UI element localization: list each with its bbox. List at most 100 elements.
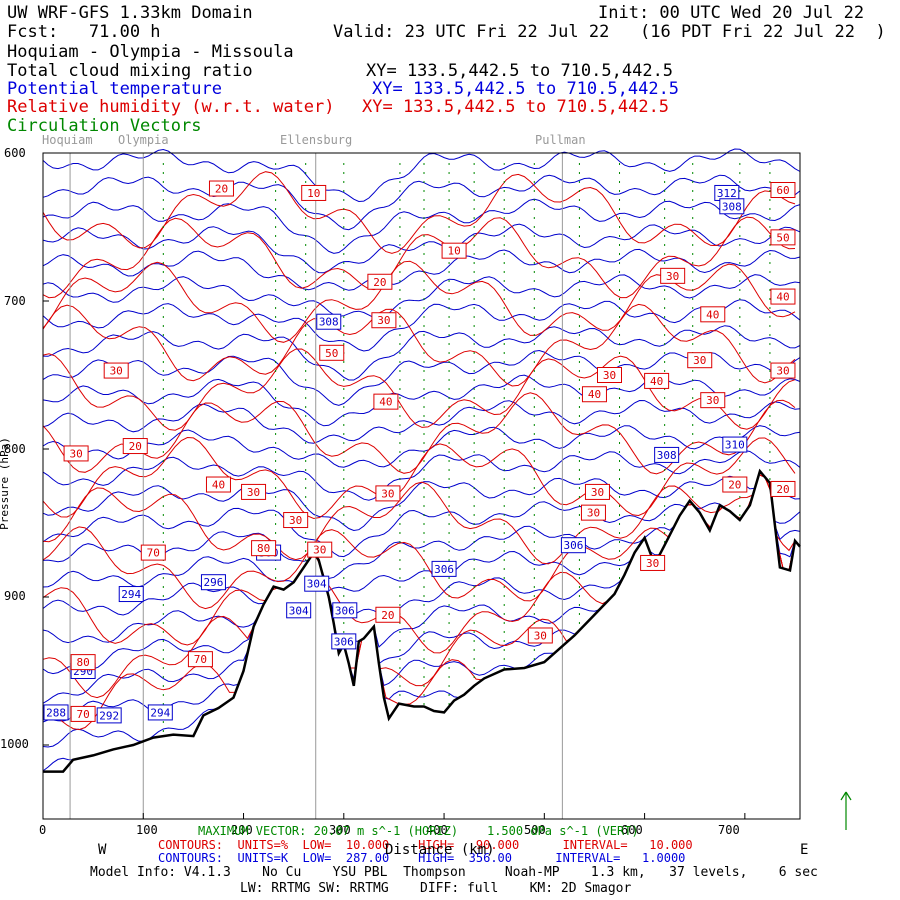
theta-contour-14 xyxy=(42,470,801,558)
rh-label-35: 30 xyxy=(776,365,789,378)
theta-contour-17 xyxy=(42,470,801,619)
rh-label-15: 30 xyxy=(666,270,679,283)
theta-contour-2 xyxy=(42,198,801,254)
x-tick-500: 500 xyxy=(524,823,546,837)
theta-contour-1 xyxy=(42,174,801,231)
rh-label-24-box xyxy=(307,541,333,558)
rh-label-16: 30 xyxy=(706,394,719,407)
rh-label-22-box xyxy=(205,476,231,493)
theta-label-10-box xyxy=(331,633,357,650)
rh-contour-3 xyxy=(42,303,796,387)
theta-label-0: 288 xyxy=(46,706,66,719)
theta-label-11: 306 xyxy=(434,563,454,576)
x-tick-100: 100 xyxy=(136,823,158,837)
rh-label-21-box xyxy=(283,512,309,529)
rh-label-31-box xyxy=(640,554,666,571)
model-info-physics: LW: RRTMG SW: RRTMG DIFF: full KM: 2D Sm… xyxy=(240,881,632,896)
rh-label-6: 30 xyxy=(110,365,123,378)
theta-label-9-box xyxy=(332,602,358,619)
rh-label-10-box xyxy=(596,367,622,383)
rh-label-19-box xyxy=(584,483,610,500)
theta-label-7-box xyxy=(286,602,312,619)
rh-label-6-box xyxy=(103,362,129,379)
rh-label-30: 80 xyxy=(76,656,89,669)
rh-label-16-box xyxy=(700,392,726,409)
theta-contour-8 xyxy=(42,349,801,406)
rh-contour-0 xyxy=(42,171,796,254)
rh-label-3-box xyxy=(367,273,393,290)
forecast-hour: Fcst: 71.00 h xyxy=(7,22,161,42)
theta-label-16: 312 xyxy=(717,187,737,200)
y-tick-600: 600 xyxy=(4,146,26,160)
rh-label-11-box xyxy=(581,386,607,403)
rh-label-20: 30 xyxy=(587,507,600,520)
theta-label-11-box xyxy=(431,560,457,577)
x-axis-label: Distance (km) xyxy=(385,842,495,858)
theta-label-5-box xyxy=(200,574,226,591)
rh-label-5-box xyxy=(319,344,345,361)
rh-label-37-box xyxy=(70,705,96,722)
reference-vector xyxy=(840,791,852,830)
theta-label-15-box xyxy=(316,313,342,330)
west-label: W xyxy=(98,842,107,858)
rh-label-37: 70 xyxy=(76,708,89,721)
theta-contour-15 xyxy=(42,470,801,580)
rh-label-32-box xyxy=(770,182,796,198)
rh-label-15-box xyxy=(660,267,686,284)
field-xy-rh: XY= 133.5,442.5 to 710.5,442.5 xyxy=(362,97,670,117)
contour-labels: 2882902922942942963003043043063063063063… xyxy=(43,180,796,724)
theta-label-5: 296 xyxy=(204,576,224,589)
theta-contour-0 xyxy=(42,148,801,203)
rh-label-8-box xyxy=(122,438,148,455)
field-label-cloud: Total cloud mixing ratio xyxy=(7,61,253,81)
rh-label-0: 20 xyxy=(215,183,228,196)
theta-label-0-box xyxy=(43,704,69,721)
rh-label-17-box xyxy=(722,476,748,493)
theta-label-14: 310 xyxy=(725,439,745,452)
location-olympia: Olympia xyxy=(118,133,169,147)
theta-label-4: 294 xyxy=(150,706,170,719)
reference-vector-head-right xyxy=(845,791,852,801)
rh-label-2: 10 xyxy=(447,245,460,258)
location-pullman: Pullman xyxy=(535,133,586,147)
y-tick-1000: 1000 xyxy=(0,737,29,751)
rh-label-1-box xyxy=(301,184,327,201)
valid-time: Valid: 23 UTC Fri 22 Jul 22 (16 PDT Fri … xyxy=(333,22,886,42)
rh-label-13-box xyxy=(687,352,713,369)
theta-label-13: 308 xyxy=(657,449,677,462)
max-vector: MAXIMUM VECTOR: 20.07 m s^-1 (HORIZ) 1.5… xyxy=(198,824,639,838)
rh-label-30-box xyxy=(70,654,96,671)
theta-label-8: 304 xyxy=(307,578,327,591)
rh-label-14-box xyxy=(700,306,726,323)
rh-label-22: 40 xyxy=(212,479,225,492)
rh-label-25-box xyxy=(140,544,166,561)
rh-label-23: 30 xyxy=(247,486,260,499)
rh-label-18-box xyxy=(375,485,401,502)
y-axis-label: Pressure (hPa) xyxy=(0,437,11,530)
x-tick-300: 300 xyxy=(329,823,351,837)
field-label-theta: Potential temperature xyxy=(7,79,222,99)
x-tick-400: 400 xyxy=(426,823,448,837)
y-tick-700: 700 xyxy=(4,294,26,308)
rh-label-24: 30 xyxy=(313,544,326,557)
rh-label-3: 20 xyxy=(373,276,386,289)
x-tick-700: 700 xyxy=(718,823,740,837)
rh-contour-info: CONTOURS: UNITS=% LOW= 10.000 HIGH= 90.0… xyxy=(158,838,693,852)
theta-contour-3 xyxy=(42,223,801,274)
rh-label-20-box xyxy=(580,504,606,521)
rh-contour-7 xyxy=(42,473,796,565)
rh-label-9: 40 xyxy=(379,396,392,409)
rh-label-26-box xyxy=(251,540,277,557)
theta-contour-11 xyxy=(42,425,801,468)
axis-ticks xyxy=(42,152,746,819)
theta-label-10: 306 xyxy=(334,635,354,648)
theta-label-3-box xyxy=(118,586,144,603)
rh-label-2-box xyxy=(441,242,467,259)
theta-contour-25 xyxy=(43,470,801,773)
theta-contour-21 xyxy=(42,470,801,723)
rh-label-13: 30 xyxy=(693,354,706,367)
init-time: Init: 00 UTC Wed 20 Jul 22 xyxy=(598,3,865,23)
theta-contour-23 xyxy=(42,470,801,772)
location-ellensburg: Ellensburg xyxy=(280,133,353,147)
